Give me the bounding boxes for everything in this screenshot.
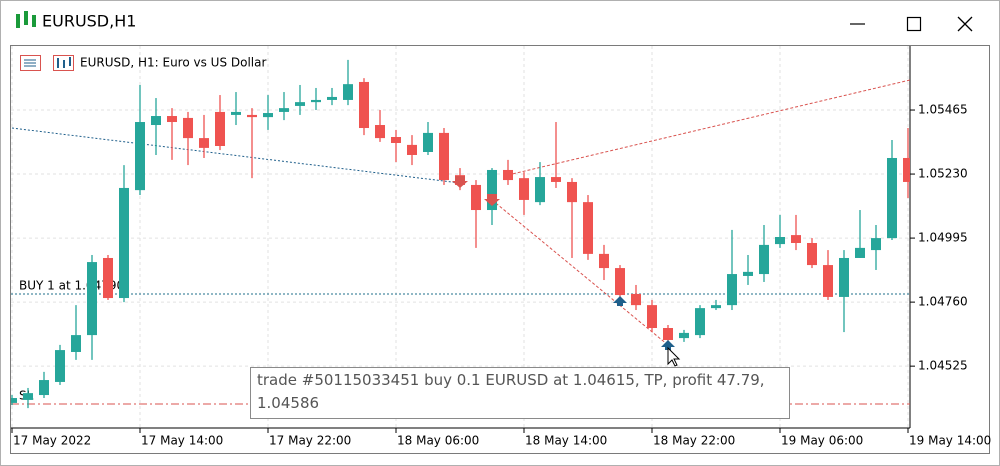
chart-header: EURUSD, H1: Euro vs US Dollar [20,55,266,71]
axes: 1.04525 1.04760 1.04995 1.05230 1.05465 17 Ma… [11,103,991,448]
candle-body [535,177,545,203]
candle-body [855,247,865,258]
candle-body [359,81,369,129]
y-tick-label: 1.04525 [918,359,968,373]
candle-body [807,242,817,266]
candle-body [663,328,673,340]
maximize-button[interactable] [906,16,922,32]
x-tick-label: 18 May 22:00 [653,434,735,448]
candle-body [727,274,737,306]
candle-body [343,84,353,100]
candle-body [375,125,385,139]
x-tick-label: 17 May 2022 [13,434,91,448]
candle-body [695,308,705,336]
candle-body [423,132,433,152]
candle-body [583,202,593,254]
candle-body [823,265,833,297]
candle-body [71,335,81,352]
candle-body [887,157,897,239]
level-label: BUY 1 at 1.04790 [19,278,124,292]
candle-body [183,117,193,139]
y-tick-label: 1.05230 [918,167,968,181]
candle-body [679,332,689,339]
candle-body [199,138,209,148]
candle-body [263,113,273,118]
tooltip-box [250,367,790,419]
y-tick-label: 1.04760 [918,295,968,309]
candle-body [903,157,910,182]
x-tick-label: 18 May 14:00 [525,434,607,448]
candle-body [487,169,497,211]
candle-body [279,108,289,112]
trade-lines [11,79,910,346]
candle-body [231,111,241,115]
candle-body [615,268,625,296]
candle-body [599,253,609,269]
candle-body [775,237,785,245]
candle-body [55,350,65,382]
candle-body [519,178,529,200]
candle-body [567,181,577,203]
y-tick-label: 1.05465 [918,103,968,117]
candle-body [391,137,401,143]
candle-body [791,235,801,243]
candle-body [439,132,449,181]
candle-body [631,293,641,306]
candle-body [119,187,129,299]
candle-body [151,116,161,126]
candle-body [247,114,257,118]
candles [11,59,910,409]
candle-body [471,184,481,211]
x-tick-label: 19 May 06:00 [781,434,863,448]
candle-body [711,305,721,309]
candle-body [759,244,769,275]
window-title: EURUSD,H1 [42,12,136,31]
close-button[interactable] [957,16,973,32]
x-tick-label: 19 May 14:00 [909,434,991,448]
candle-body [295,102,305,106]
tooltip-text: trade #50115033451 buy 0.1 EURUSD at 1.0… [257,371,765,412]
candle-body [311,99,321,103]
candle-body [647,305,657,329]
candle-body [407,144,417,155]
chart-title: EURUSD, H1: Euro vs US Dollar [80,56,266,70]
candle-body [839,257,849,297]
x-tick-label: 17 May 14:00 [141,434,223,448]
candle-body [551,177,561,182]
candle-body [871,238,881,251]
x-tick-label: 18 May 06:00 [397,434,479,448]
candle-body [103,257,113,299]
candle-body [23,393,33,400]
candle-body [167,116,177,123]
grid [11,46,910,428]
candle-body [135,122,145,191]
candle-body [39,380,49,396]
y-tick-label: 1.04995 [918,231,968,245]
candle-body [743,271,753,276]
candle-body [11,398,17,403]
candle-body [327,96,337,100]
app-icon [16,11,36,28]
x-tick-label: 17 May 22:00 [269,434,351,448]
candle-body [215,111,225,146]
candle-body [87,262,97,336]
tooltip: trade #50115033451 buy 0.1 EURUSD at 1.0… [257,371,765,412]
candle-body [503,169,513,181]
trade-arrows [452,176,681,367]
